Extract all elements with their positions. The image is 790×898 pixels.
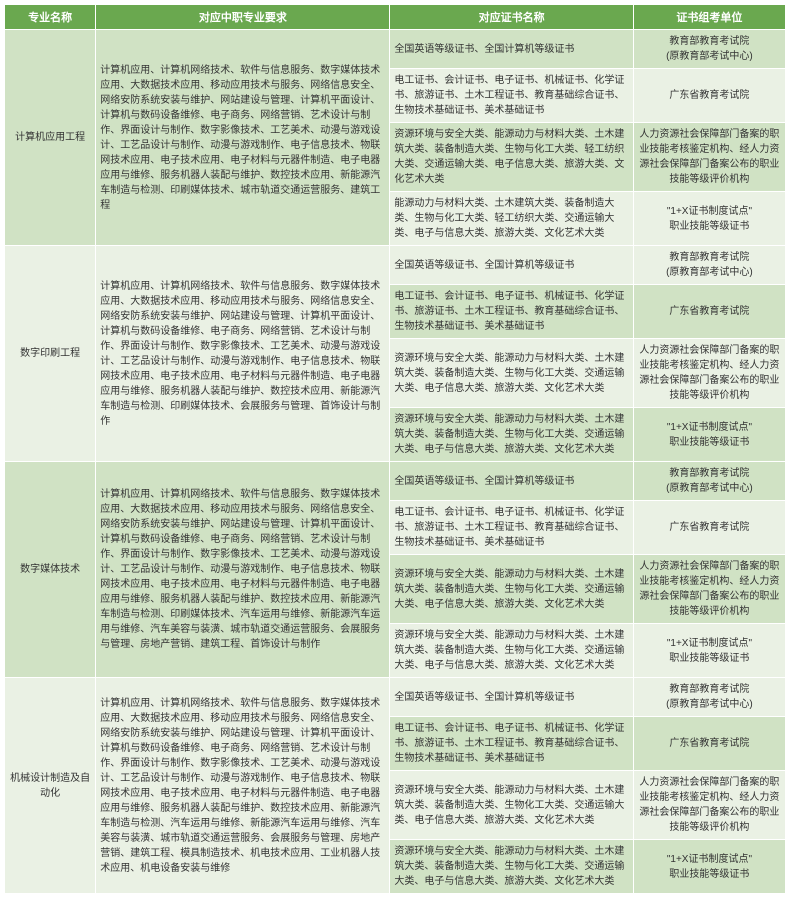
header-req: 对应中职专业要求 [96, 5, 390, 30]
cert-name: 资源环境与安全大类、能源动力与材料大类、土木建筑大类、装备制造大类、生物与化工大… [390, 339, 633, 408]
table-row: 计算机应用工程计算机应用、计算机网络技术、软件与信息服务、数字媒体技术应用、大数… [5, 30, 786, 69]
major-name: 机械设计制造及自动化 [5, 678, 96, 894]
cert-name: 资源环境与安全大类、能源动力与材料大类、土木建筑大类、装备制造大类、生物与化工大… [390, 624, 633, 678]
cert-name: 电工证书、会计证书、电子证书、机械证书、化学证书、旅游证书、土木工程证书、教育基… [390, 717, 633, 771]
major-name: 数字印刷工程 [5, 246, 96, 462]
cert-name: 能源动力与材料大类、土木建筑大类、装备制造大类、生物与化工大类、轻工纺织大类、交… [390, 192, 633, 246]
cert-org: 教育部教育考试院 (原教育部考试中心) [633, 30, 785, 69]
cert-org: 教育部教育考试院 (原教育部考试中心) [633, 678, 785, 717]
cert-org: 广东省教育考试院 [633, 285, 785, 339]
major-requirements: 计算机应用、计算机网络技术、软件与信息服务、数字媒体技术应用、大数据技术应用、移… [96, 462, 390, 678]
cert-org: 教育部教育考试院 (原教育部考试中心) [633, 462, 785, 501]
cert-org: 人力资源社会保障部门备案的职业技能考核鉴定机构、经人力资源社会保障部门备案公布的… [633, 555, 785, 624]
cert-name: 全国英语等级证书、全国计算机等级证书 [390, 462, 633, 501]
cert-name: 电工证书、会计证书、电子证书、机械证书、化学证书、旅游证书、土木工程证书、教育基… [390, 501, 633, 555]
cert-name: 资源环境与安全大类、能源动力与材料大类、土木建筑大类、装备制造大类、生物与化工大… [390, 408, 633, 462]
table-row: 机械设计制造及自动化计算机应用、计算机网络技术、软件与信息服务、数字媒体技术应用… [5, 678, 786, 717]
cert-org: "1+X证书制度试点" 职业技能等级证书 [633, 408, 785, 462]
cert-name: 资源环境与安全大类、能源动力与材料大类、土木建筑大类、装备制造大类、生物与化工大… [390, 840, 633, 894]
cert-name: 电工证书、会计证书、电子证书、机械证书、化学证书、旅游证书、土木工程证书、教育基… [390, 285, 633, 339]
cert-name: 电工证书、会计证书、电子证书、机械证书、化学证书、旅游证书、土木工程证书、教育基… [390, 69, 633, 123]
cert-name: 全国英语等级证书、全国计算机等级证书 [390, 30, 633, 69]
cert-org: 人力资源社会保障部门备案的职业技能考核鉴定机构、经人力资源社会保障部门备案公布的… [633, 771, 785, 840]
cert-table: 专业名称 对应中职专业要求 对应证书名称 证书组考单位 计算机应用工程计算机应用… [4, 4, 786, 894]
cert-org: 广东省教育考试院 [633, 69, 785, 123]
cert-org: "1+X证书制度试点" 职业技能等级证书 [633, 840, 785, 894]
cert-name: 全国英语等级证书、全国计算机等级证书 [390, 246, 633, 285]
major-name: 数字媒体技术 [5, 462, 96, 678]
header-cert: 对应证书名称 [390, 5, 633, 30]
major-name: 计算机应用工程 [5, 30, 96, 246]
major-requirements: 计算机应用、计算机网络技术、软件与信息服务、数字媒体技术应用、大数据技术应用、移… [96, 678, 390, 894]
header-row: 专业名称 对应中职专业要求 对应证书名称 证书组考单位 [5, 5, 786, 30]
cert-org: 广东省教育考试院 [633, 717, 785, 771]
cert-org: 人力资源社会保障部门备案的职业技能考核鉴定机构、经人力资源社会保障部门备案公布的… [633, 339, 785, 408]
cert-name: 资源环境与安全大类、能源动力与材料大类、土木建筑大类、装备制造大类、生物与化工大… [390, 123, 633, 192]
cert-name: 资源环境与安全大类、能源动力与材料大类、土木建筑大类、装备制造大类、生物与化工大… [390, 555, 633, 624]
cert-name: 全国英语等级证书、全国计算机等级证书 [390, 678, 633, 717]
cert-org: 教育部教育考试院 (原教育部考试中心) [633, 246, 785, 285]
header-org: 证书组考单位 [633, 5, 785, 30]
header-major: 专业名称 [5, 5, 96, 30]
cert-org: "1+X证书制度试点" 职业技能等级证书 [633, 624, 785, 678]
table-row: 数字媒体技术计算机应用、计算机网络技术、软件与信息服务、数字媒体技术应用、大数据… [5, 462, 786, 501]
cert-name: 资源环境与安全大类、能源动力与材料大类、土木建筑大类、装备制造大类、生物化工大类… [390, 771, 633, 840]
major-requirements: 计算机应用、计算机网络技术、软件与信息服务、数字媒体技术应用、大数据技术应用、移… [96, 30, 390, 246]
cert-org: 人力资源社会保障部门备案的职业技能考核鉴定机构、经人力资源社会保障部门备案公布的… [633, 123, 785, 192]
cert-org: 广东省教育考试院 [633, 501, 785, 555]
cert-org: "1+X证书制度试点" 职业技能等级证书 [633, 192, 785, 246]
major-requirements: 计算机应用、计算机网络技术、软件与信息服务、数字媒体技术应用、大数据技术应用、移… [96, 246, 390, 462]
table-row: 数字印刷工程计算机应用、计算机网络技术、软件与信息服务、数字媒体技术应用、大数据… [5, 246, 786, 285]
